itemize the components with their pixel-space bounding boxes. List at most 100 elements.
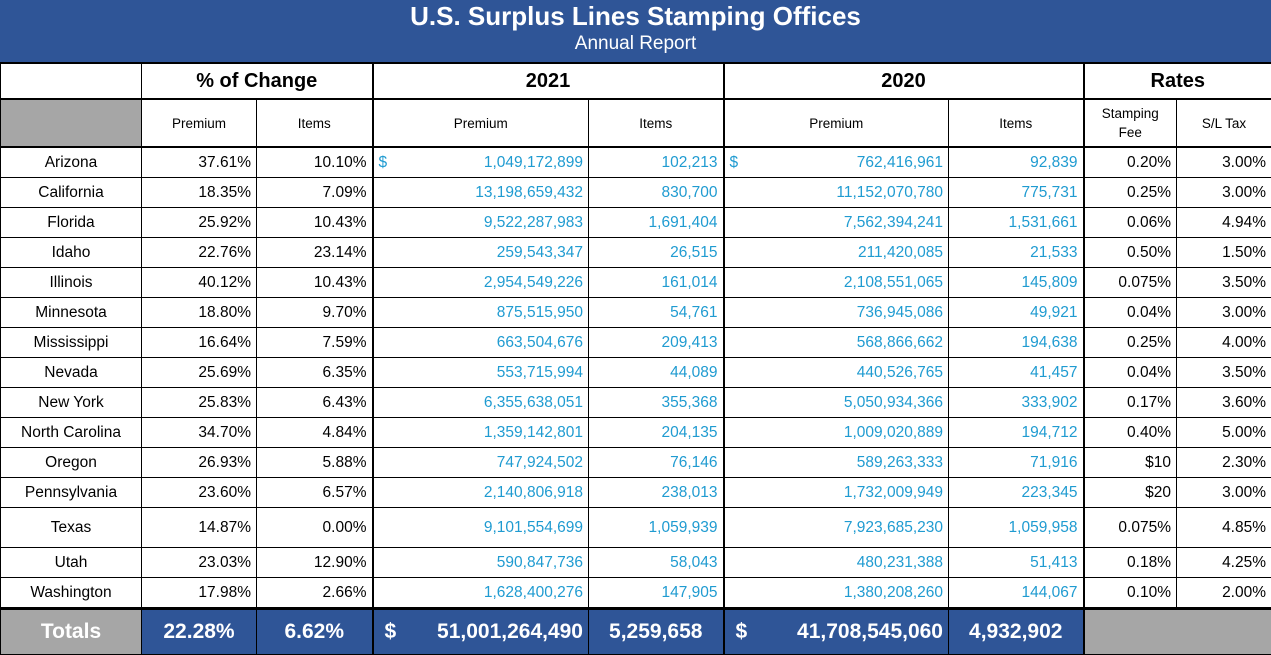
sub-sl-tax: S/L Tax [1177,99,1271,147]
premium-2021-cell-value: 9,522,287,983 [484,214,583,231]
total-change-premium: 22.28% [142,609,257,655]
premium-2021-cell-value: 6,355,638,051 [484,394,583,411]
sl-tax-cell: 3.00% [1177,147,1271,178]
items-2020-cell: 333,902 [949,388,1084,418]
change-premium-cell: 23.60% [142,478,257,508]
currency-symbol: $ [730,620,748,644]
change-items-cell: 10.10% [257,147,373,178]
sl-tax-cell: 3.00% [1177,178,1271,208]
total-premium-2021-value: 51,001,264,490 [437,620,583,643]
total-premium-2020: $41,708,545,060 [724,609,949,655]
premium-2021-cell-value: 13,198,659,432 [475,184,583,201]
stamping-fee-cell: 0.04% [1084,358,1177,388]
change-premium-cell: 25.69% [142,358,257,388]
table-body: % of Change 2021 2020 Rates Premium Item… [1,63,1271,655]
items-2021-cell: 54,761 [589,298,724,328]
items-2020-cell: 775,731 [949,178,1084,208]
change-premium-cell: 18.80% [142,298,257,328]
stamping-fee-cell: 0.06% [1084,208,1177,238]
sl-tax-cell: 3.50% [1177,268,1271,298]
premium-2020-cell-value: 1,732,009,949 [844,484,943,501]
premium-2020-cell-value: 2,108,551,065 [844,274,943,291]
state-cell: Illinois [1,268,142,298]
sl-tax-cell: 5.00% [1177,418,1271,448]
stamping-fee-cell: 0.10% [1084,578,1177,609]
items-2020-cell: 223,345 [949,478,1084,508]
totals-rates-blank [1084,609,1271,655]
premium-2020-cell-value: 762,416,961 [857,154,943,171]
totals-label: Totals [1,609,142,655]
stamping-fee-cell: 0.075% [1084,508,1177,548]
items-2021-cell: 355,368 [589,388,724,418]
state-cell: Oregon [1,448,142,478]
premium-2021-cell-value: 2,954,549,226 [484,274,583,291]
stamping-fee-cell: 0.18% [1084,548,1177,578]
state-cell: Mississippi [1,328,142,358]
premium-2021-cell-value: 875,515,950 [497,304,583,321]
sl-tax-cell: 2.30% [1177,448,1271,478]
stamping-fee-cell: 0.17% [1084,388,1177,418]
premium-2020-cell: 7,923,685,230 [724,508,949,548]
premium-2021-cell-value: 590,847,736 [497,554,583,571]
change-premium-cell: 14.87% [142,508,257,548]
state-cell: Utah [1,548,142,578]
items-2021-cell: 204,135 [589,418,724,448]
items-2021-cell: 1,691,404 [589,208,724,238]
currency-symbol: $ [730,154,739,172]
change-items-cell: 10.43% [257,268,373,298]
items-2020-cell: 92,839 [949,147,1084,178]
premium-2020-cell: 440,526,765 [724,358,949,388]
items-2020-cell: 51,413 [949,548,1084,578]
items-2021-cell: 58,043 [589,548,724,578]
sl-tax-cell: 4.00% [1177,328,1271,358]
premium-2020-cell: 1,380,208,260 [724,578,949,609]
items-2021-cell: 76,146 [589,448,724,478]
change-premium-cell: 26.93% [142,448,257,478]
premium-2020-cell: 211,420,085 [724,238,949,268]
premium-2020-cell: 11,152,070,780 [724,178,949,208]
premium-2021-cell: 1,628,400,276 [373,578,589,609]
report-subtitle: Annual Report [0,33,1271,55]
stamping-fee-cell: 0.25% [1084,328,1177,358]
premium-2020-cell: 5,050,934,366 [724,388,949,418]
premium-2020-cell: 480,231,388 [724,548,949,578]
group-2021: 2021 [373,63,724,99]
stamping-fee-cell: 0.50% [1084,238,1177,268]
items-2020-cell: 1,059,958 [949,508,1084,548]
state-cell: Arizona [1,147,142,178]
sl-tax-cell: 3.60% [1177,388,1271,418]
total-items-2021: 5,259,658 [589,609,724,655]
items-2020-cell: 1,531,661 [949,208,1084,238]
change-items-cell: 9.70% [257,298,373,328]
items-2020-cell: 21,533 [949,238,1084,268]
change-items-cell: 6.43% [257,388,373,418]
items-2020-cell: 71,916 [949,448,1084,478]
sub-2020-items: Items [949,99,1084,147]
items-2020-cell: 41,457 [949,358,1084,388]
items-2021-cell: 102,213 [589,147,724,178]
state-cell: California [1,178,142,208]
items-2020-cell: 144,067 [949,578,1084,609]
sl-tax-cell: 4.94% [1177,208,1271,238]
change-premium-cell: 25.83% [142,388,257,418]
premium-2020-cell: 589,263,333 [724,448,949,478]
state-cell: Minnesota [1,298,142,328]
sub-2021-items: Items [589,99,724,147]
items-2021-cell: 26,515 [589,238,724,268]
premium-2021-cell-value: 1,359,142,801 [484,424,583,441]
change-premium-cell: 40.12% [142,268,257,298]
state-cell: Texas [1,508,142,548]
premium-2021-cell: 13,198,659,432 [373,178,589,208]
premium-2021-cell: 9,522,287,983 [373,208,589,238]
items-2021-cell: 44,089 [589,358,724,388]
state-cell: Pennsylvania [1,478,142,508]
items-2020-cell: 145,809 [949,268,1084,298]
sl-tax-cell: 2.00% [1177,578,1271,609]
premium-2021-cell-value: 553,715,994 [497,364,583,381]
